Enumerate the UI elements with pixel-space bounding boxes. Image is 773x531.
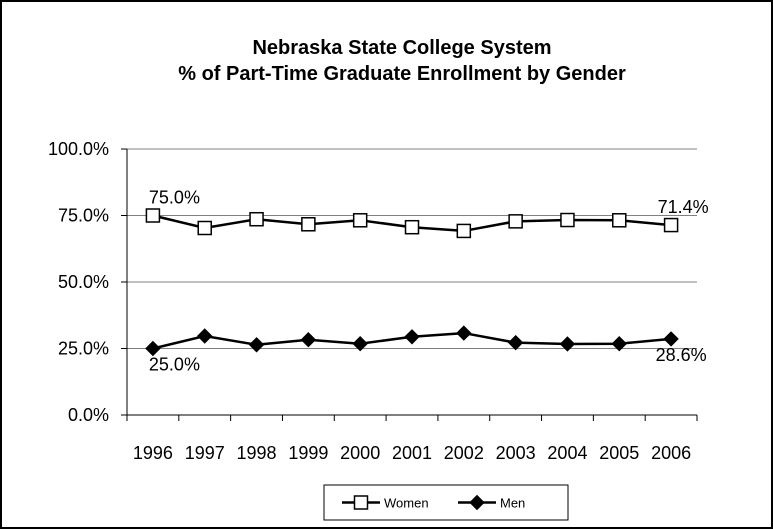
- men-point: [300, 332, 317, 348]
- data-label: 71.4%: [658, 197, 709, 217]
- men-point: [145, 340, 161, 357]
- men-point: [559, 336, 576, 352]
- men-point: [197, 328, 213, 344]
- legend-marker: [469, 494, 485, 511]
- y-tick-label: 50.0%: [58, 272, 109, 292]
- women-point: [612, 213, 627, 228]
- women-point: [352, 213, 368, 228]
- legend-item-men: Men: [458, 494, 525, 511]
- x-tick-label: 1996: [133, 443, 173, 463]
- x-tick-label: 2005: [599, 443, 639, 463]
- men-point: [456, 325, 472, 341]
- legend-label: Women: [384, 496, 429, 511]
- x-tick-label: 2006: [651, 443, 691, 463]
- legend-label: Men: [500, 496, 525, 511]
- legend-marker: [353, 495, 369, 510]
- x-tick-label: 1998: [237, 443, 277, 463]
- chart-title: Nebraska State College System: [252, 37, 551, 59]
- y-tick-label: 75.0%: [58, 206, 109, 226]
- men-point: [404, 329, 420, 345]
- x-tick-label: 2003: [496, 443, 536, 463]
- men-point: [248, 337, 265, 353]
- x-tick-label: 1999: [288, 443, 328, 463]
- data-label: 28.6%: [656, 345, 707, 365]
- y-tick-label: 25.0%: [58, 339, 109, 359]
- legend-item-women: Women: [342, 495, 429, 511]
- x-tick-label: 2004: [547, 443, 587, 463]
- series-men: [145, 325, 679, 357]
- men-point: [352, 336, 368, 352]
- gridlines: [127, 148, 697, 349]
- women-point: [663, 217, 679, 233]
- women-point: [508, 214, 523, 229]
- women-point: [560, 212, 575, 228]
- legend: Women Men: [323, 484, 569, 521]
- y-tick-label: 0.0%: [68, 405, 109, 425]
- men-point: [663, 331, 679, 347]
- x-tick-label: 2001: [392, 443, 432, 463]
- data-label: 75.0%: [149, 188, 200, 208]
- x-tick-label: 2000: [340, 443, 380, 463]
- y-tick-label: 100.0%: [48, 139, 109, 159]
- men-point: [611, 336, 627, 352]
- women-point: [145, 208, 161, 223]
- series-lines: [145, 208, 679, 357]
- data-labels: 75.0% 71.4% 25.0% 28.6%: [149, 188, 709, 375]
- men-point: [507, 334, 524, 351]
- data-label: 25.0%: [149, 355, 200, 375]
- women-point: [456, 223, 472, 239]
- axes: 0.0% 25.0% 50.0% 75.0% 100.0% 1996 1997 1998 199…: [48, 139, 698, 463]
- women-point: [301, 217, 316, 232]
- x-tick-label: 2002: [444, 443, 484, 463]
- series-women: [145, 208, 679, 239]
- women-point: [249, 211, 264, 227]
- x-tick-label: 1997: [185, 443, 225, 463]
- chart-subtitle: % of Part-Time Graduate Enrollment by Ge…: [178, 63, 626, 85]
- women-point: [197, 220, 212, 236]
- women-point: [404, 219, 420, 235]
